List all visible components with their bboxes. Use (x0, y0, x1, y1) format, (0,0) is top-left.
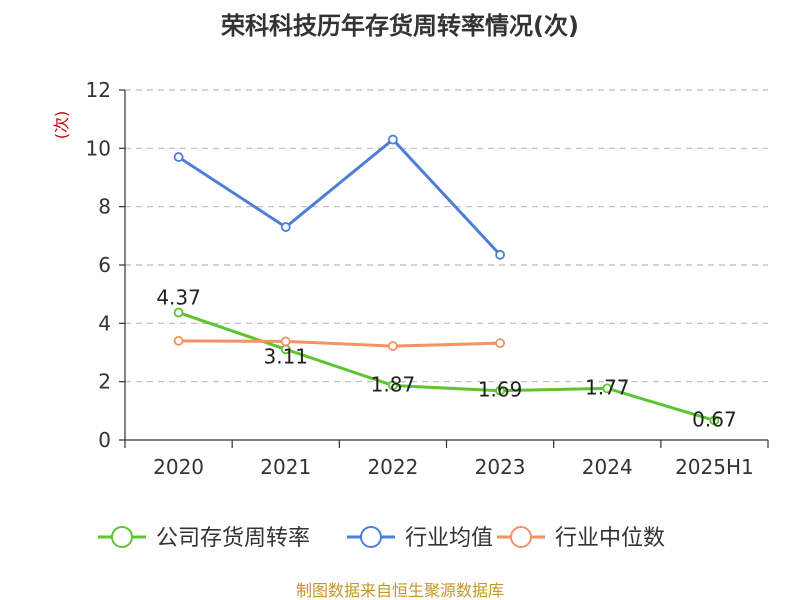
legend: 公司存货周转率 行业均值 行业中位数 (98, 526, 665, 551)
series-0-point (388, 380, 398, 391)
legend-swatch-marker (111, 526, 133, 548)
y-tick-label: 0 (98, 428, 111, 452)
series-0-point (602, 383, 613, 394)
legend-item-0[interactable]: 公司存货周转率 (98, 526, 310, 551)
y-tick-label: 12 (86, 78, 111, 102)
y-tick-label: 8 (98, 195, 111, 219)
series-1-point (280, 222, 291, 232)
legend-label: 行业中位数 (555, 526, 665, 551)
chart-title: 荣科科技历年存货周转率情况(次) (221, 12, 579, 40)
series-2-point (173, 335, 184, 346)
series-0-point (173, 307, 184, 318)
legend-swatch-marker (510, 526, 532, 548)
legend-swatch-marker (360, 526, 382, 548)
source-note: 制图数据来自恒生聚源数据库 (296, 581, 504, 600)
x-tick-label: 2023 (475, 455, 526, 479)
series-2-point (495, 338, 505, 349)
x-tick-label: 2022 (367, 455, 418, 479)
y-tick-label: 6 (98, 253, 111, 277)
data-label: 0.67 (692, 407, 737, 431)
legend-item-2[interactable]: 行业中位数 (497, 526, 665, 551)
legend-label: 公司存货周转率 (156, 526, 310, 551)
x-tick-label: 2024 (582, 455, 633, 479)
x-tick-label: 2020 (153, 455, 204, 479)
x-tick-label: 2025H1 (675, 455, 754, 479)
y-tick-label: 4 (98, 311, 111, 335)
series-1-point (173, 152, 184, 162)
series-1-point (388, 134, 398, 145)
series-1-point (495, 249, 505, 260)
y-tick-label: 2 (98, 370, 111, 394)
series-line-2 (178, 339, 501, 348)
data-label: 1.69 (478, 378, 523, 402)
series-0-point (495, 385, 505, 396)
legend-label: 行业均值 (405, 526, 493, 551)
legend-item-1[interactable]: 行业均值 (347, 526, 493, 551)
series-line-0 (178, 311, 715, 422)
series-0-point (709, 415, 720, 426)
grid-layer (125, 89, 768, 383)
y-tick-label: 10 (86, 136, 111, 160)
axis-layer: 0 2 4 6 8 10 12 2020 2021 2022 2023 2024 2025H1 (86, 78, 769, 479)
series-line-1 (177, 138, 502, 256)
data-label: 3.11 (263, 344, 308, 368)
series-2-point (280, 336, 291, 347)
x-tick-label: 2021 (260, 455, 311, 479)
series-2-point (388, 341, 398, 351)
data-label: 1.77 (585, 375, 630, 399)
y-axis-unit-label: (次) (52, 111, 71, 140)
series-layer (173, 134, 720, 426)
data-label-layer: 4.37 3.11 1.87 1.69 1.77 0.67 (156, 286, 736, 432)
data-label: 1.87 (371, 372, 416, 396)
data-label: 4.37 (156, 286, 201, 310)
